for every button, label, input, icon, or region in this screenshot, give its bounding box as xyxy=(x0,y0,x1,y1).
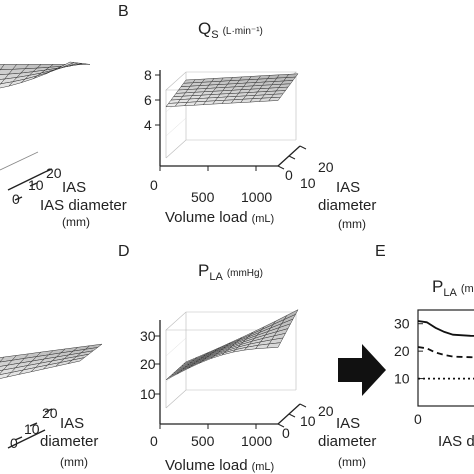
panel-e-y-tick-label: 20 xyxy=(394,343,410,359)
panel-e-title: PLA (m xyxy=(432,277,474,299)
panel-a-y-axis-unit: (mm) xyxy=(62,215,90,229)
panel-c-y-tick-label: 0 xyxy=(10,435,18,451)
panel-e-series-solid xyxy=(417,320,474,337)
panel-d-surface-cell xyxy=(165,371,180,381)
panel-a-tick xyxy=(14,196,23,201)
panel-b-x-tick-label: 0 xyxy=(150,177,158,193)
panel-b-y-tick xyxy=(277,165,285,170)
panel-b-z-tick-label: 4 xyxy=(144,117,152,133)
panel-b-x-tick-label: 500 xyxy=(191,189,215,205)
panel-d-y-axis-unit: (mm) xyxy=(338,455,366,469)
panel-a-y-tick-label: 10 xyxy=(28,177,44,193)
panel-b-y-tick xyxy=(288,155,296,160)
panel-e-x-tick-label: 0 xyxy=(414,411,422,427)
panel-d-x-tick-label: 0 xyxy=(150,433,158,449)
panel-a-y-tick-label: 20 xyxy=(46,165,62,181)
panel-d-y-axis-label-1: IAS xyxy=(336,415,360,432)
panel-c-y-axis-unit: (mm) xyxy=(60,455,88,469)
panel-c-y-axis-label: diameter xyxy=(40,433,98,450)
panel-e-y-tick-label: 30 xyxy=(394,316,410,332)
panel-d-surface xyxy=(165,309,299,381)
panel-b-title-sub: S xyxy=(211,29,218,41)
panel-c-y-tick-label: 20 xyxy=(42,405,58,421)
panel-letter-e: E xyxy=(375,243,386,260)
panel-e-y-tick-label: 10 xyxy=(394,371,410,387)
panel-b-y-tick-label: 0 xyxy=(285,167,293,183)
panel-a-surface xyxy=(0,61,91,89)
panel-e-lines xyxy=(417,320,474,380)
panel-d-x-tick-label: 500 xyxy=(191,433,215,449)
panel-b-x-axis-label: Volume load (mL) xyxy=(165,209,274,226)
panel-a-axis xyxy=(0,151,39,171)
panel-a-y-tick-label: 0 xyxy=(12,191,20,207)
panel-c-y-axis xyxy=(7,429,46,449)
panel-b-z-tick-label: 8 xyxy=(144,67,152,83)
panel-a: 20 10 0 IAS IAS diameter (mm) xyxy=(0,61,127,229)
panel-d: D PLA (mmHg) 30 20 10 0 500 1000 xyxy=(118,243,376,474)
panel-b-y-tick-label: 20 xyxy=(318,159,334,175)
panel-c: 20 10 0 IAS diameter (mm) xyxy=(0,343,103,469)
panel-d-y-tick-label: 0 xyxy=(282,425,290,441)
panel-b-z-tick-label: 6 xyxy=(144,92,152,108)
panel-a-y-axis-label: IAS xyxy=(62,179,86,196)
panel-d-x-tick-label: 1000 xyxy=(241,433,272,449)
panel-b-y-axis-unit: (mm) xyxy=(338,217,366,231)
panel-letter-b: B xyxy=(118,3,129,20)
panel-d-title: PLA (mmHg) xyxy=(198,261,263,283)
panel-d-z-tick-label: 20 xyxy=(140,356,156,372)
panel-a-y-axis-label: IAS diameter xyxy=(40,197,127,214)
panel-b-x-tick-label: 1000 xyxy=(241,189,272,205)
panel-c-y-axis-label: IAS xyxy=(60,415,84,432)
panel-c-y-tick-label: 10 xyxy=(24,421,40,437)
panel-b-title: QS (L·min⁻¹) xyxy=(198,19,263,41)
panel-d-y-tick-label: 20 xyxy=(318,403,334,419)
panel-d-z-tick-label: 10 xyxy=(140,386,156,402)
panel-e-x-axis-label: IAS d xyxy=(438,433,474,450)
panel-d-y-axis-label-2: diameter xyxy=(318,433,376,450)
panel-d-surface-cell xyxy=(266,342,281,349)
right-arrow-icon xyxy=(338,344,386,396)
panel-letter-d: D xyxy=(118,243,130,260)
panel-b-y-tick xyxy=(299,145,307,150)
panel-e: E PLA(m 10203001 IAS d xyxy=(375,243,474,450)
panel-a-y-axis xyxy=(7,171,46,191)
panel-e-ticks: 10203001 xyxy=(394,316,423,427)
panel-e-series-dashed xyxy=(417,346,474,359)
panel-c-surface xyxy=(0,343,103,379)
panel-d-z-tick-label: 30 xyxy=(140,328,156,344)
panel-b-title-main: Q xyxy=(198,19,211,38)
panel-b-surface-cell xyxy=(268,96,282,102)
panel-c-surface-cell xyxy=(67,357,85,364)
panel-a-surface-cell xyxy=(57,61,75,69)
panel-b-y-axis-label-1: IAS xyxy=(336,179,360,196)
panel-b-y-axis-label-2: diameter xyxy=(318,197,376,214)
panel-b-title-unit: (L·min⁻¹) xyxy=(223,26,263,37)
panel-b-surface xyxy=(165,73,299,108)
panel-b: B QS (L·min⁻¹) 8 6 4 0 500 1 xyxy=(118,3,376,231)
panel-a-tick xyxy=(29,182,38,187)
panel-d-y-tick-label: 10 xyxy=(300,413,316,429)
panel-e-plot-frame xyxy=(417,309,474,407)
panel-d-x-axis-label: Volume load (mL) xyxy=(165,457,274,474)
panel-a-tick xyxy=(44,168,53,173)
panel-b-y-tick-label: 10 xyxy=(300,175,316,191)
